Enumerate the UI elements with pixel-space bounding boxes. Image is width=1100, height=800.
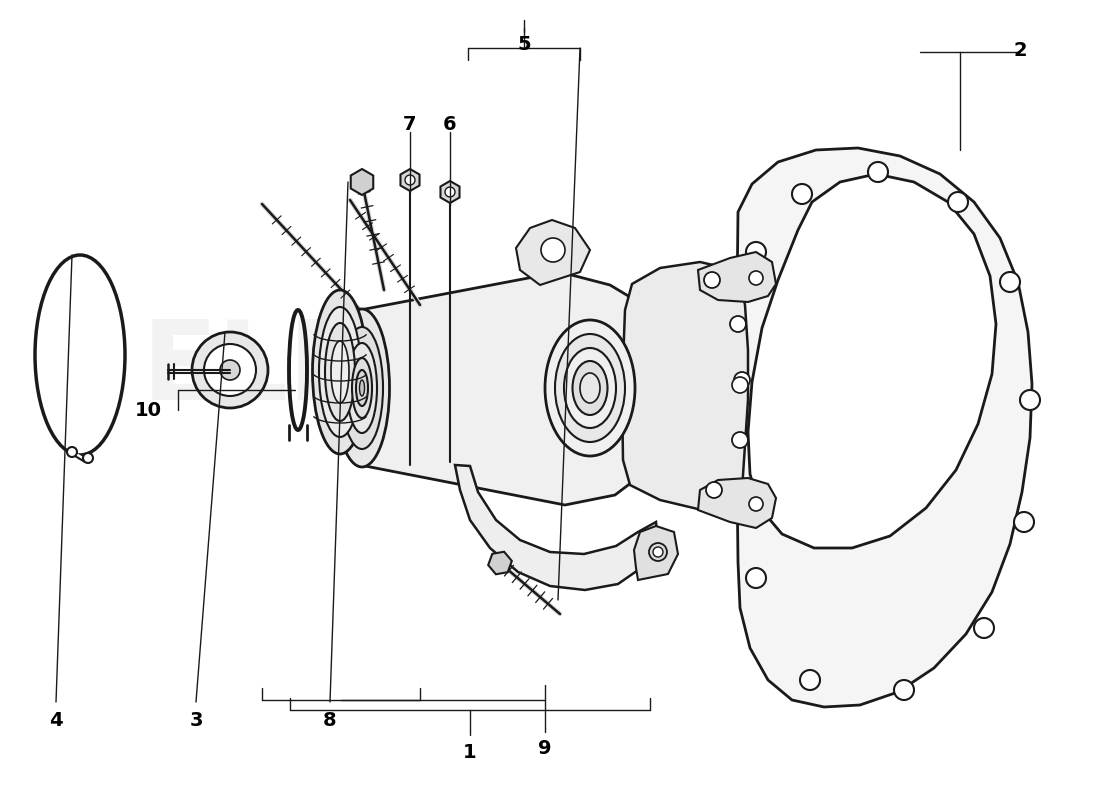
Circle shape <box>220 360 240 380</box>
Ellipse shape <box>331 341 349 403</box>
Circle shape <box>1000 272 1020 292</box>
Text: 1: 1 <box>463 742 476 762</box>
Ellipse shape <box>346 343 377 433</box>
Polygon shape <box>516 220 590 285</box>
Ellipse shape <box>352 358 372 418</box>
Polygon shape <box>455 465 658 590</box>
Text: 10: 10 <box>134 401 162 419</box>
Ellipse shape <box>556 334 625 442</box>
Circle shape <box>67 447 77 457</box>
Circle shape <box>732 377 748 393</box>
Text: 6: 6 <box>443 114 456 134</box>
Polygon shape <box>360 272 672 505</box>
Polygon shape <box>698 478 776 528</box>
Text: 2: 2 <box>1013 41 1026 59</box>
Circle shape <box>730 316 746 332</box>
Circle shape <box>974 618 994 638</box>
Text: 9: 9 <box>538 738 552 758</box>
Ellipse shape <box>360 380 364 396</box>
Circle shape <box>706 482 722 498</box>
Ellipse shape <box>356 370 369 406</box>
Circle shape <box>948 192 968 212</box>
Text: 7: 7 <box>404 114 417 134</box>
Polygon shape <box>621 262 748 510</box>
Circle shape <box>704 272 720 288</box>
Ellipse shape <box>319 307 361 437</box>
Circle shape <box>894 680 914 700</box>
Ellipse shape <box>312 290 367 454</box>
Polygon shape <box>488 552 512 574</box>
Circle shape <box>749 497 763 511</box>
Circle shape <box>405 175 415 185</box>
Circle shape <box>653 547 663 557</box>
Circle shape <box>746 568 766 588</box>
Text: 4: 4 <box>50 710 63 730</box>
Ellipse shape <box>580 373 600 403</box>
Circle shape <box>192 332 268 408</box>
Ellipse shape <box>341 327 383 449</box>
Ellipse shape <box>564 348 616 428</box>
Circle shape <box>541 238 565 262</box>
Ellipse shape <box>544 320 635 456</box>
Circle shape <box>1014 512 1034 532</box>
Circle shape <box>649 543 667 561</box>
Ellipse shape <box>334 309 389 467</box>
Polygon shape <box>748 174 996 548</box>
Circle shape <box>746 242 766 262</box>
Circle shape <box>732 432 748 448</box>
Circle shape <box>749 271 763 285</box>
Text: 3: 3 <box>189 710 202 730</box>
Circle shape <box>868 162 888 182</box>
Ellipse shape <box>324 323 355 421</box>
Polygon shape <box>634 526 678 580</box>
Circle shape <box>204 344 256 396</box>
Text: 8: 8 <box>323 710 337 730</box>
Circle shape <box>82 453 94 463</box>
Circle shape <box>1020 390 1040 410</box>
Polygon shape <box>351 169 373 195</box>
Polygon shape <box>736 148 1032 707</box>
Ellipse shape <box>572 361 607 415</box>
Text: a passion for Porsche
since 1985: a passion for Porsche since 1985 <box>416 381 704 510</box>
Polygon shape <box>698 252 776 302</box>
Polygon shape <box>400 169 419 191</box>
Text: ELFERSPOT: ELFERSPOT <box>142 317 858 423</box>
Circle shape <box>734 372 750 388</box>
Polygon shape <box>440 181 460 203</box>
Circle shape <box>800 670 820 690</box>
Circle shape <box>446 187 455 197</box>
Circle shape <box>792 184 812 204</box>
Text: 5: 5 <box>517 35 531 54</box>
